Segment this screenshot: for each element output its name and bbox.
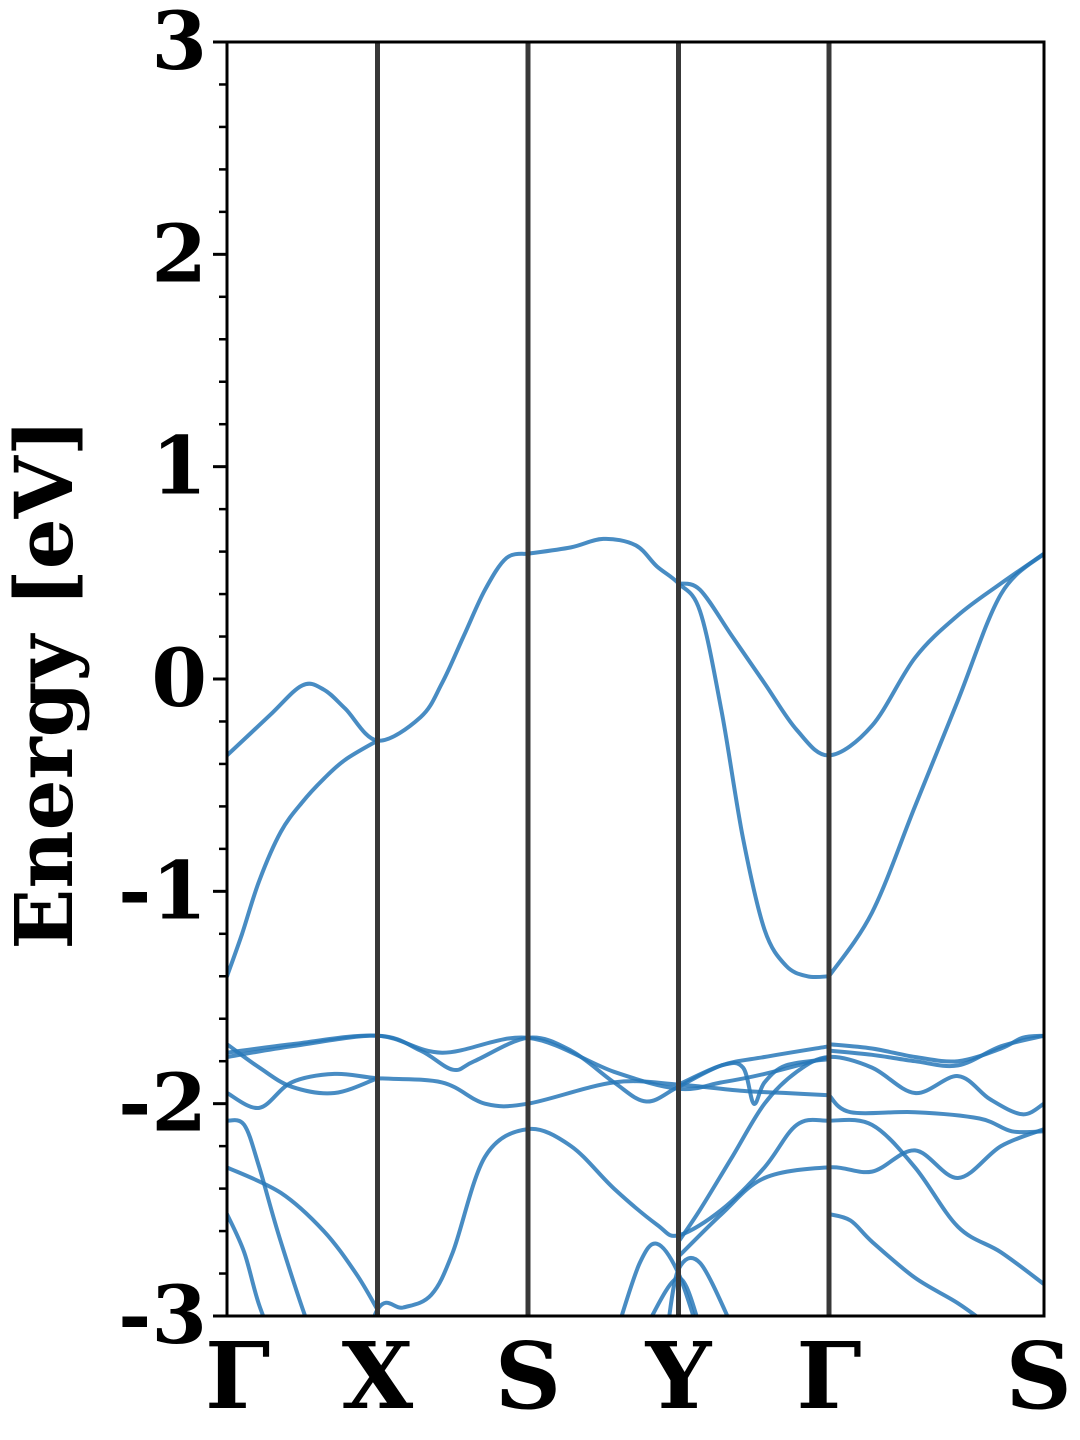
y-tick-label: 1 (151, 419, 207, 513)
band-line-21 (667, 1255, 730, 1316)
band-line-10 (676, 1057, 831, 1106)
y-tick-label: 3 (151, 0, 207, 88)
band-line-20 (619, 1241, 696, 1316)
y-tick-label: 0 (151, 631, 207, 725)
band-line-4 (676, 551, 1044, 758)
band-lines (227, 536, 1044, 1316)
x-tick-label: Y (645, 1322, 713, 1430)
band-line-17 (827, 1033, 1044, 1064)
band-line-8 (227, 1071, 831, 1110)
band-line-9 (227, 1042, 380, 1096)
band-line-3 (526, 536, 831, 980)
band-line-12 (227, 1165, 380, 1312)
band-line-19 (827, 1212, 980, 1316)
band-line-13 (227, 1212, 266, 1316)
band-line-7 (227, 1033, 831, 1092)
plot-frame (225, 40, 1046, 1318)
y-tick-label: -3 (118, 1268, 207, 1362)
x-tick-label: Γ (205, 1322, 270, 1430)
band-line-15 (676, 1054, 1044, 1244)
y-tick-label: -2 (118, 1056, 207, 1150)
y-tick-label: 2 (151, 206, 207, 300)
band-line-11 (227, 1117, 1044, 1316)
band-line-5 (827, 551, 1044, 979)
y-tick-label: -1 (118, 843, 207, 937)
high-symmetry-dividers (375, 42, 832, 1316)
x-tick-label: S (495, 1322, 561, 1430)
x-tick-label: S (1006, 1322, 1072, 1430)
x-tick-label: Γ (796, 1322, 861, 1430)
x-tick-label: X (342, 1322, 414, 1430)
band-line-1 (227, 551, 530, 758)
band-line-2 (227, 738, 380, 979)
y-axis-label: Energy [eV] (0, 418, 91, 949)
y-axis-ticks: -3 -2 -1 0 1 2 3 (118, 0, 227, 1362)
band-line-14 (676, 1127, 1044, 1259)
band-line-18 (827, 1093, 1044, 1135)
